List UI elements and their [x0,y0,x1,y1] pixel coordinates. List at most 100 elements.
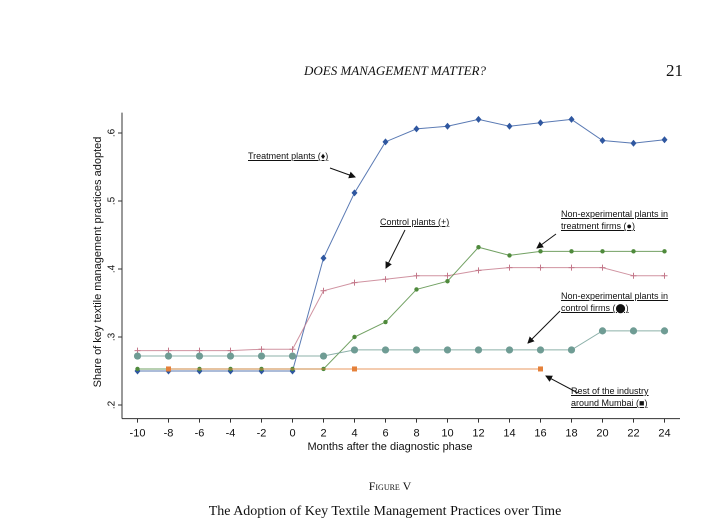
point [599,136,606,144]
point [258,346,265,353]
point [662,249,667,254]
x-tick-label: -10 [130,428,146,440]
point [474,346,483,354]
point [414,287,419,292]
point [412,346,421,354]
point [226,352,235,360]
x-tick-label: 12 [472,428,484,440]
point [475,267,482,274]
x-tick-label: -6 [195,428,205,440]
point [133,352,142,360]
point [443,346,452,354]
y-tick-label: .3 [107,332,118,341]
figure-caption: The Adoption of Key Textile Management P… [209,504,562,519]
annotation-arrow [527,310,561,344]
point [537,119,544,127]
x-tick-label: -4 [226,428,236,440]
point [507,253,512,258]
point [413,125,420,133]
point [630,272,637,279]
point [195,352,204,360]
point [476,245,481,250]
x-tick-label: 0 [289,428,295,440]
x-tick-label: 4 [351,428,357,440]
point [319,352,328,360]
annotation-arrow [545,375,579,394]
point [567,346,576,354]
point [630,139,637,147]
point [505,346,514,354]
point [598,327,607,335]
point [445,279,450,284]
point [660,327,669,335]
x-tick-label: 10 [441,428,453,440]
point [320,287,327,294]
x-tick-label: 24 [658,428,670,440]
legend-label: Control plants (+) [380,217,450,227]
x-tick-label: 2 [320,428,326,440]
point [383,319,388,325]
point [568,115,575,123]
point [382,276,389,283]
x-tick-label: -8 [164,428,174,440]
x-tick-label: 18 [565,428,577,440]
point [320,254,327,262]
point [506,264,513,271]
point [257,352,266,360]
annotation-arrow [536,233,557,249]
page-number: 21 [666,61,683,80]
point [600,249,605,254]
point [475,115,482,123]
point [351,189,358,197]
point [352,334,357,340]
series-line [137,267,665,352]
point [537,264,544,271]
legend-label: Treatment plants (♦) [248,151,329,161]
point [568,264,575,271]
annotation-arrow [329,167,356,179]
series-line [137,330,665,357]
annotation-arrow [385,229,406,269]
point [629,327,638,335]
x-tick-label: 16 [534,428,546,440]
point [536,346,545,354]
point [661,136,668,144]
legend-label: Non-experimental plants in treatment fir… [561,209,669,231]
y-axis-title: Share of key textile management practice… [92,137,104,388]
y-tick-label: .4 [107,264,118,273]
point [166,366,171,372]
running-head: DOES MANAGEMENT MATTER? [303,63,486,78]
point [631,249,636,254]
x-tick-label: -2 [257,428,267,440]
point [288,352,297,360]
point [135,366,140,372]
legend-label: Rest of the industry around Mumbai (■) [571,386,649,408]
figure-label: Figure V [369,479,412,493]
x-tick-label: 20 [596,428,608,440]
x-axis-title: Months after the diagnostic phase [307,441,472,453]
point [444,272,451,279]
series-line [137,118,665,372]
point [413,272,420,279]
point [538,366,543,372]
point [164,352,173,360]
point [506,122,513,130]
point [381,346,390,354]
y-tick-label: .2 [107,400,118,409]
point [352,366,357,372]
x-tick-label: 6 [382,428,388,440]
y-tick-label: .6 [107,128,118,137]
x-tick-label: 8 [413,428,419,440]
point [569,249,574,254]
point [444,122,451,130]
point [382,138,389,146]
point [599,264,606,271]
x-tick-label: 22 [627,428,639,440]
point [350,346,359,354]
point [661,272,668,279]
y-tick-label: .5 [107,196,118,205]
x-tick-label: 14 [503,428,515,440]
point [538,249,543,254]
